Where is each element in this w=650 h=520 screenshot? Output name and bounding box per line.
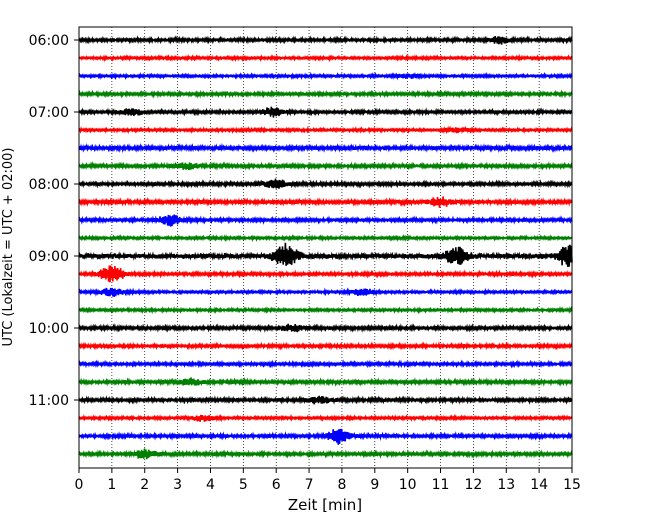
trace-0730	[78, 142, 573, 154]
y-tick-label: 11:00	[29, 393, 69, 409]
x-tick-label: 0	[75, 477, 84, 493]
trace-0700	[78, 106, 573, 118]
x-tick-label: 14	[530, 477, 548, 493]
trace-0915	[78, 265, 573, 283]
y-tick-label: 10:00	[29, 321, 69, 337]
trace-1000	[78, 323, 573, 333]
trace-1130	[78, 428, 573, 445]
trace-1145	[78, 448, 573, 460]
x-tick-label: 6	[272, 477, 281, 493]
y-tick-label: 07:00	[29, 105, 69, 121]
trace-0815	[78, 196, 573, 208]
trace-1015	[78, 341, 573, 351]
trace-0600	[78, 35, 573, 45]
x-axis-ticks: 0 1 2 3 4 5 6 7 8 9 10 11 12 13 14 15	[75, 468, 581, 493]
trace-0715	[78, 125, 573, 135]
trace-0630	[78, 71, 573, 81]
x-tick-label: 9	[370, 477, 379, 493]
trace-0930	[78, 287, 573, 297]
x-axis-label: Zeit [min]	[288, 496, 362, 514]
x-tick-label: 12	[464, 477, 482, 493]
trace-0745	[78, 161, 573, 171]
x-tick-label: 4	[206, 477, 215, 493]
x-tick-label: 2	[140, 477, 149, 493]
x-tick-label: 3	[173, 477, 182, 493]
y-tick-label: 08:00	[29, 177, 69, 193]
trace-0615	[78, 53, 573, 63]
x-tick-label: 10	[399, 477, 417, 493]
x-tick-label: 13	[497, 477, 515, 493]
seismic-traces	[78, 35, 573, 460]
trace-0645	[78, 89, 573, 99]
trace-0800	[78, 178, 573, 189]
trace-0945	[78, 305, 573, 315]
trace-1030	[78, 359, 573, 369]
trace-0900	[78, 242, 573, 267]
trace-0830	[78, 214, 573, 227]
x-tick-label: 1	[107, 477, 116, 493]
trace-1045	[78, 377, 573, 387]
y-axis-ticks: 06:00 07:00 08:00 09:00 10:00 11:00	[29, 33, 79, 409]
plot-frame	[78, 26, 573, 469]
x-tick-label: 15	[563, 477, 581, 493]
trace-0845	[78, 233, 573, 243]
x-tick-label: 11	[432, 477, 450, 493]
y-axis-label: UTC (Lokalzeit = UTC + 02:00)	[1, 148, 16, 347]
x-tick-label: 5	[239, 477, 248, 493]
x-tick-label: 8	[337, 477, 346, 493]
trace-1115	[78, 413, 573, 423]
x-tick-label: 7	[305, 477, 314, 493]
y-tick-label: 06:00	[29, 33, 69, 49]
trace-1100	[78, 395, 573, 406]
y-tick-label: 09:00	[29, 249, 69, 265]
